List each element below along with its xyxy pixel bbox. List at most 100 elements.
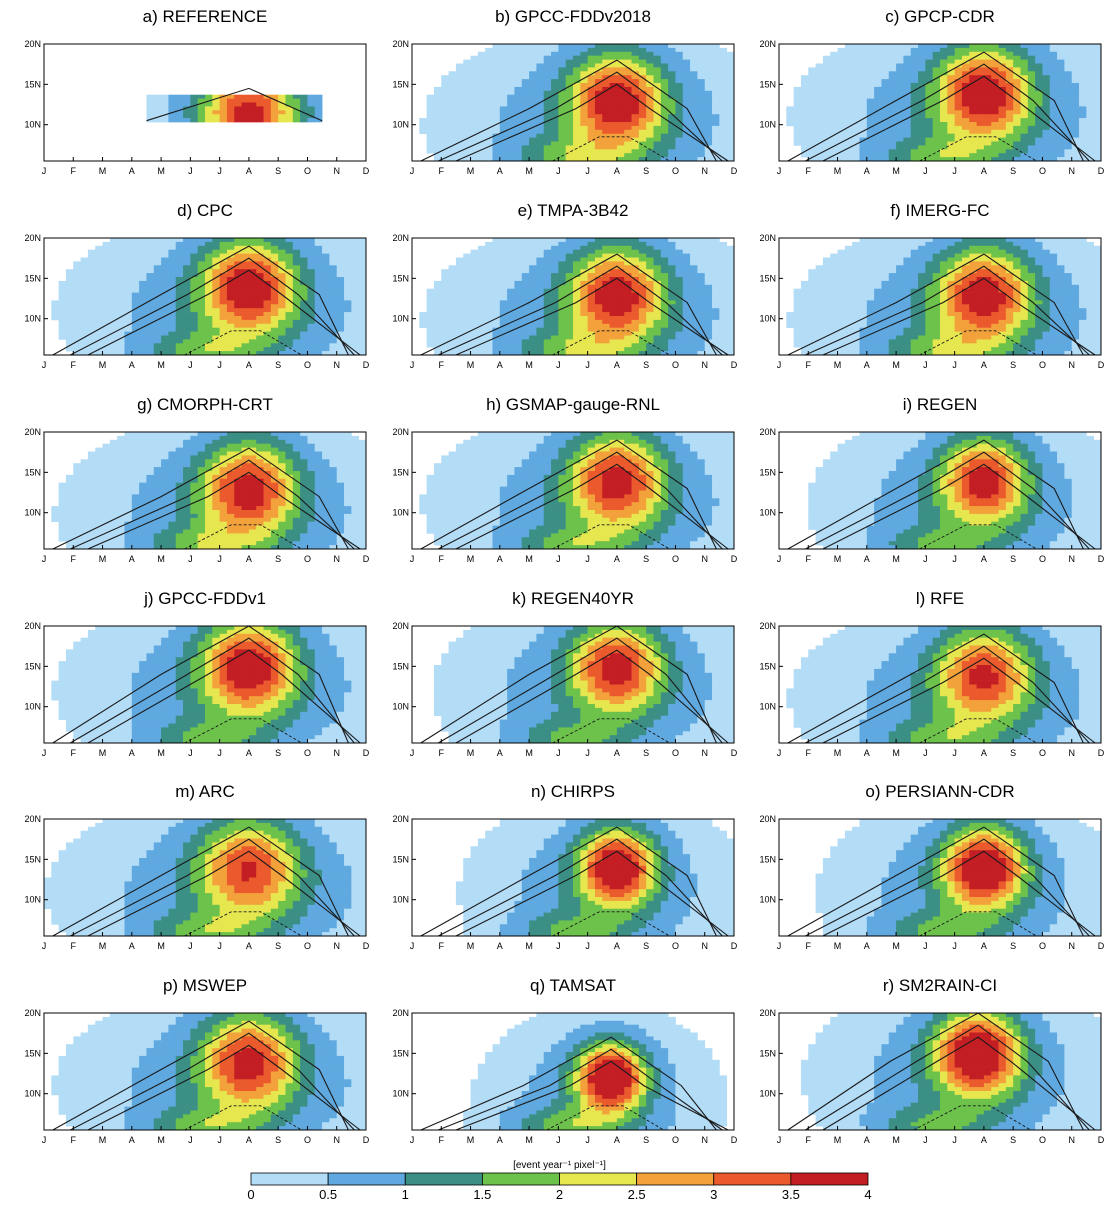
heatmap-cell bbox=[565, 55, 574, 60]
heatmap-cell bbox=[653, 110, 662, 115]
heatmap-cell bbox=[492, 265, 501, 270]
heatmap-cell bbox=[932, 86, 941, 92]
heatmap-cell bbox=[58, 284, 67, 290]
heatmap-cell bbox=[638, 261, 647, 266]
heatmap-cell bbox=[1079, 44, 1087, 49]
heatmap-cell bbox=[507, 308, 515, 313]
heatmap-cell bbox=[292, 257, 301, 262]
heatmap-cell bbox=[499, 304, 508, 309]
heatmap-cell bbox=[433, 296, 442, 301]
heatmap-cell bbox=[514, 59, 523, 64]
heatmap-cell bbox=[726, 75, 735, 80]
heatmap-cell bbox=[653, 335, 662, 340]
heatmap-cell bbox=[682, 261, 691, 266]
heatmap-cell bbox=[80, 316, 89, 321]
heatmap-cell bbox=[190, 110, 199, 115]
heatmap-cell bbox=[852, 141, 860, 146]
heatmap-cell bbox=[624, 300, 632, 305]
heatmap-cell bbox=[793, 110, 802, 115]
heatmap-cell bbox=[726, 90, 735, 96]
heatmap-cell bbox=[448, 129, 457, 135]
heatmap-cell bbox=[587, 129, 596, 135]
heatmap-cell bbox=[668, 238, 676, 243]
heatmap-cell bbox=[653, 47, 662, 53]
heatmap-cell bbox=[976, 149, 985, 154]
heatmap-cell bbox=[1020, 145, 1029, 150]
heatmap-cell bbox=[499, 308, 508, 313]
heatmap-cell bbox=[594, 106, 603, 111]
heatmap-cell bbox=[947, 102, 955, 107]
heatmap-cell bbox=[470, 106, 479, 111]
heatmap-cell bbox=[146, 288, 155, 293]
heatmap-cell bbox=[307, 319, 316, 325]
heatmap-cell bbox=[558, 47, 567, 53]
heatmap-cell bbox=[609, 261, 618, 266]
heatmap-cell bbox=[910, 86, 919, 92]
heatmap-cell bbox=[852, 118, 860, 123]
heatmap-cell bbox=[1020, 133, 1029, 138]
heatmap-cell bbox=[1027, 59, 1036, 64]
heatmap-cell bbox=[1071, 86, 1080, 92]
heatmap-cell bbox=[638, 265, 647, 270]
heatmap-cell bbox=[1079, 110, 1087, 115]
heatmap-cell bbox=[477, 67, 486, 72]
heatmap-cell bbox=[514, 137, 523, 142]
heatmap-cell bbox=[190, 284, 199, 290]
heatmap-cell bbox=[426, 308, 435, 313]
heatmap-cell bbox=[1093, 149, 1102, 154]
heatmap-cell bbox=[844, 86, 853, 92]
heatmap-cell bbox=[668, 71, 676, 76]
heatmap-cell bbox=[712, 71, 720, 76]
heatmap-cell bbox=[477, 137, 486, 142]
heatmap-cell bbox=[580, 153, 588, 158]
heatmap-cell bbox=[653, 44, 662, 49]
heatmap-cell bbox=[543, 261, 552, 266]
heatmap-cell bbox=[477, 51, 486, 57]
heatmap-cell bbox=[961, 137, 970, 142]
heatmap-cell bbox=[844, 75, 853, 80]
heatmap-cell bbox=[492, 347, 501, 352]
heatmap-cell bbox=[998, 106, 1007, 111]
heatmap-cell bbox=[102, 296, 111, 301]
heatmap-cell bbox=[837, 90, 846, 96]
heatmap-cell bbox=[161, 312, 169, 317]
heatmap-cell bbox=[441, 280, 449, 286]
heatmap-cell bbox=[1035, 157, 1043, 162]
heatmap-cell bbox=[682, 129, 691, 135]
heatmap-cell bbox=[477, 304, 486, 309]
heatmap-cell bbox=[270, 280, 279, 286]
heatmap-cell bbox=[624, 241, 632, 247]
heatmap-cell bbox=[499, 280, 508, 286]
heatmap-cell bbox=[433, 90, 442, 96]
heatmap-cell bbox=[168, 277, 177, 282]
heatmap-cell bbox=[1086, 75, 1095, 80]
heatmap-cell bbox=[653, 323, 662, 329]
heatmap-cell bbox=[874, 59, 882, 64]
heatmap-cell bbox=[896, 75, 904, 80]
heatmap-cell bbox=[580, 312, 588, 317]
heatmap-cell bbox=[448, 71, 457, 76]
heatmap-cell bbox=[314, 118, 323, 123]
heatmap-cell bbox=[1005, 137, 1014, 142]
heatmap-cell bbox=[139, 269, 147, 274]
heatmap-cell bbox=[51, 316, 59, 321]
heatmap-cell bbox=[73, 343, 81, 348]
heatmap-cell bbox=[719, 47, 728, 53]
heatmap-cell bbox=[587, 44, 596, 49]
heatmap-cell bbox=[638, 67, 647, 72]
heatmap-cell bbox=[631, 261, 640, 266]
heatmap-cell bbox=[190, 273, 199, 278]
heatmap-cell bbox=[507, 55, 515, 60]
heatmap-cell bbox=[609, 90, 618, 96]
heatmap-cell bbox=[1013, 102, 1021, 107]
heatmap-cell bbox=[499, 292, 508, 297]
heatmap-cell bbox=[1035, 47, 1043, 53]
heatmap-cell bbox=[139, 327, 147, 332]
heatmap-cell bbox=[58, 292, 67, 297]
heatmap-cell bbox=[675, 273, 684, 278]
heatmap-cell bbox=[573, 312, 581, 317]
heatmap-cell bbox=[675, 67, 684, 72]
heatmap-cell bbox=[241, 98, 250, 103]
heatmap-cell bbox=[925, 90, 934, 96]
heatmap-cell bbox=[587, 319, 596, 325]
